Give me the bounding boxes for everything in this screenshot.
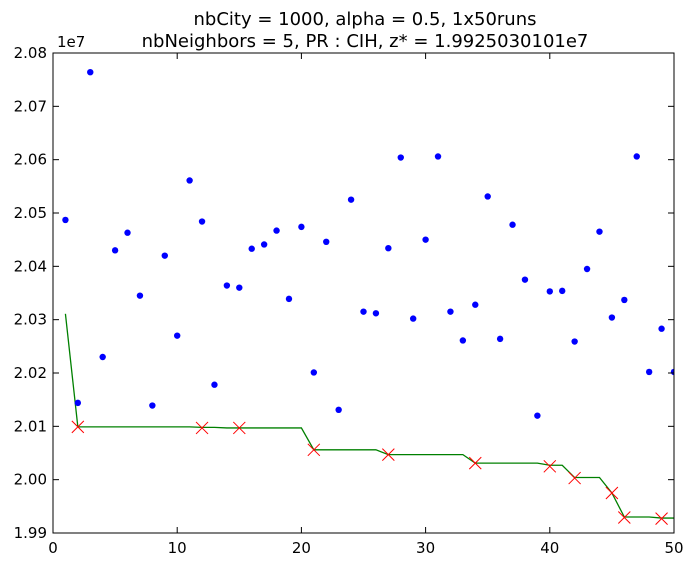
data-point xyxy=(447,308,454,315)
data-point xyxy=(608,314,616,321)
y-tick-label: 1.99 xyxy=(14,524,47,542)
data-point xyxy=(111,247,119,254)
data-point xyxy=(174,332,181,339)
data-point xyxy=(62,216,69,224)
y-tick-label: 2.03 xyxy=(14,311,47,329)
data-point xyxy=(211,381,218,388)
data-point xyxy=(596,228,603,235)
data-point xyxy=(472,301,479,308)
data-point xyxy=(670,368,674,376)
data-point xyxy=(335,406,342,413)
improvement-marker xyxy=(543,459,557,473)
data-point xyxy=(397,154,404,161)
improvement-marker xyxy=(605,486,619,500)
y-tick-label: 2.04 xyxy=(14,257,47,275)
data-point xyxy=(484,193,491,200)
improvement-marker xyxy=(232,421,246,435)
data-point xyxy=(571,338,578,345)
data-point xyxy=(236,284,243,291)
x-tick-label: 30 xyxy=(416,539,435,557)
data-point xyxy=(385,245,392,252)
improvement-marker xyxy=(655,512,668,525)
data-point xyxy=(509,221,516,228)
data-point xyxy=(559,287,566,295)
plot-area xyxy=(62,69,674,525)
data-point xyxy=(422,236,429,243)
improvement-marker xyxy=(195,421,209,435)
best-so-far-line xyxy=(64,313,674,519)
x-tick-label: 20 xyxy=(292,539,311,557)
x-tick-label: 40 xyxy=(540,539,559,557)
y-offset-label: 1e7 xyxy=(57,33,85,51)
data-point xyxy=(186,177,193,184)
data-point xyxy=(149,402,156,409)
x-tick-label: 50 xyxy=(664,539,683,557)
x-tick-label: 10 xyxy=(168,539,187,557)
improvement-marker xyxy=(381,448,395,461)
data-point xyxy=(583,265,591,273)
data-point xyxy=(372,310,380,317)
plot-frame xyxy=(52,52,675,534)
data-point xyxy=(198,218,206,225)
data-point xyxy=(621,296,628,304)
data-point xyxy=(658,325,665,332)
data-point xyxy=(633,153,640,160)
improvement-marker xyxy=(307,443,321,457)
data-point xyxy=(496,335,504,343)
y-tick-label: 2.02 xyxy=(14,364,47,382)
data-point xyxy=(434,153,442,160)
data-point xyxy=(161,252,168,259)
data-point xyxy=(323,238,330,245)
improvement-marker xyxy=(568,471,581,485)
improvement-marker xyxy=(617,511,631,524)
data-point xyxy=(223,282,231,289)
data-point xyxy=(459,337,467,344)
x-tick-label: 0 xyxy=(48,539,58,557)
data-point xyxy=(99,353,106,361)
data-point xyxy=(136,292,144,299)
data-point xyxy=(521,276,529,283)
data-point xyxy=(347,196,355,203)
data-point xyxy=(310,369,318,376)
data-point xyxy=(645,368,653,376)
data-point xyxy=(409,315,417,322)
y-tick-label: 2.06 xyxy=(14,151,47,169)
chart-title-line-1: nbCity = 1000, alpha = 0.5, 1x50runs xyxy=(194,9,537,30)
data-point xyxy=(273,227,280,234)
improvement-marker xyxy=(468,456,482,470)
y-tick-label: 2.00 xyxy=(14,471,47,489)
data-point xyxy=(298,223,305,231)
data-point xyxy=(260,241,268,248)
improvement-marker xyxy=(71,420,85,434)
axis-ticks: 0 10 20 30 40 50 1.99 2.00 2.01 2.02 2.03 2.04 2.05 2… xyxy=(14,44,684,557)
data-point xyxy=(74,399,82,407)
chart-title-line-2: nbNeighbors = 5, PR : CIH, z* = 1.992503… xyxy=(142,31,589,52)
data-point xyxy=(124,229,131,236)
y-tick-label: 2.05 xyxy=(14,204,47,222)
data-point xyxy=(248,245,255,252)
data-point xyxy=(546,288,553,295)
data-point xyxy=(534,412,541,419)
y-tick-label: 2.01 xyxy=(14,417,47,435)
data-point xyxy=(360,308,367,315)
y-tick-label: 2.07 xyxy=(14,97,47,115)
data-point xyxy=(87,69,94,76)
y-tick-label: 2.08 xyxy=(14,44,47,62)
data-point xyxy=(285,295,293,303)
